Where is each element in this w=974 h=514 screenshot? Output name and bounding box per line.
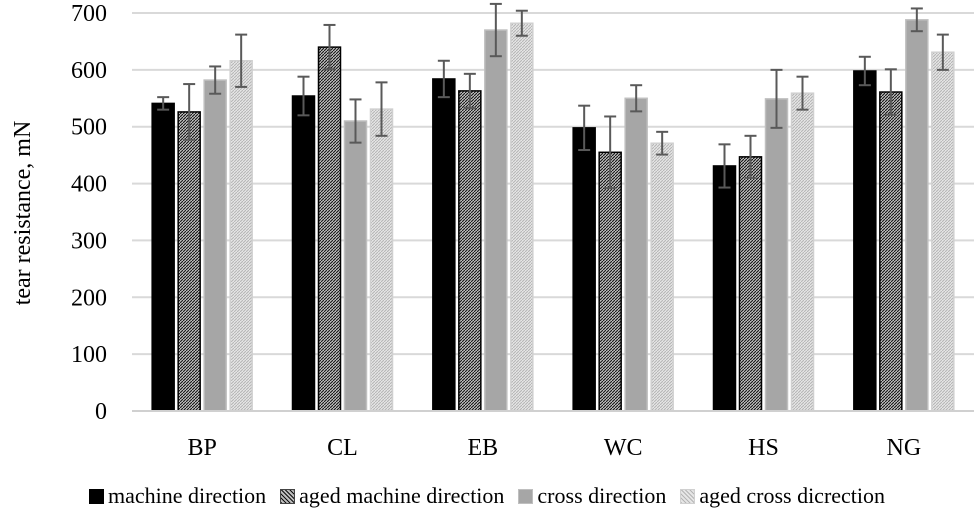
bar [712,165,737,412]
y-tick-label: 400 [71,172,107,198]
bar [879,91,903,412]
bar [458,90,482,412]
y-axis-label: tear resistance, mN [10,121,36,306]
legend-swatch-icon [88,488,104,504]
y-tick-label: 0 [95,399,107,425]
bar [317,46,342,412]
bar [572,127,596,412]
bar [598,151,622,412]
bar [369,108,394,412]
x-tick-label: HS [748,435,779,461]
x-tick-label: EB [467,435,498,461]
legend-label: aged machine direction [299,483,505,508]
legend-swatch-icon [518,488,534,504]
x-tick-label: CL [327,435,358,461]
y-tick-label: 700 [71,1,107,27]
bar [229,60,253,412]
bar [343,120,368,412]
bar [905,19,929,412]
legend-label: cross direction [537,483,667,508]
bar [432,78,456,412]
bar [291,95,316,412]
y-tick-label: 300 [71,228,107,254]
bar [177,111,201,412]
y-tick-label: 500 [71,115,107,141]
x-tick-label: NG [886,435,921,461]
bar [510,22,534,412]
legend-swatch-icon [280,488,296,504]
legend-label: machine direction [107,483,267,508]
bar [738,156,763,412]
x-tick-label: WC [604,435,643,461]
bar [203,79,227,412]
legend-swatch-icon [680,488,696,504]
bar [650,142,674,412]
x-axis-category-labels: BP CL EB WC HS NG [187,435,921,461]
gridlines [132,12,974,412]
bar [790,92,815,412]
legend: machine direction aged machine direction c… [0,478,974,514]
bar [484,29,508,412]
bar-series [132,2,974,412]
legend-item: machine direction [88,483,267,509]
legend-item: aged machine direction [280,483,504,509]
y-tick-label: 200 [71,285,107,311]
legend-label: aged cross dicrection [699,483,886,508]
y-tick-label: 100 [71,342,107,368]
bar-group-wc [572,84,674,412]
bar-group-ng [853,7,955,412]
bar-group-hs [712,68,815,412]
y-axis-tick-labels: 0 100 200 300 400 500 600 700 [71,1,107,425]
bar-group-cl [291,23,394,412]
bar [624,97,648,412]
legend-item: aged cross dicrection [680,483,885,509]
bar-group-eb [432,2,534,412]
legend-item: cross direction [518,483,666,509]
bar [764,98,789,412]
bar [853,70,877,412]
x-tick-label: BP [187,435,216,461]
bar [151,102,175,412]
y-tick-label: 600 [71,58,107,84]
bar [931,51,955,412]
